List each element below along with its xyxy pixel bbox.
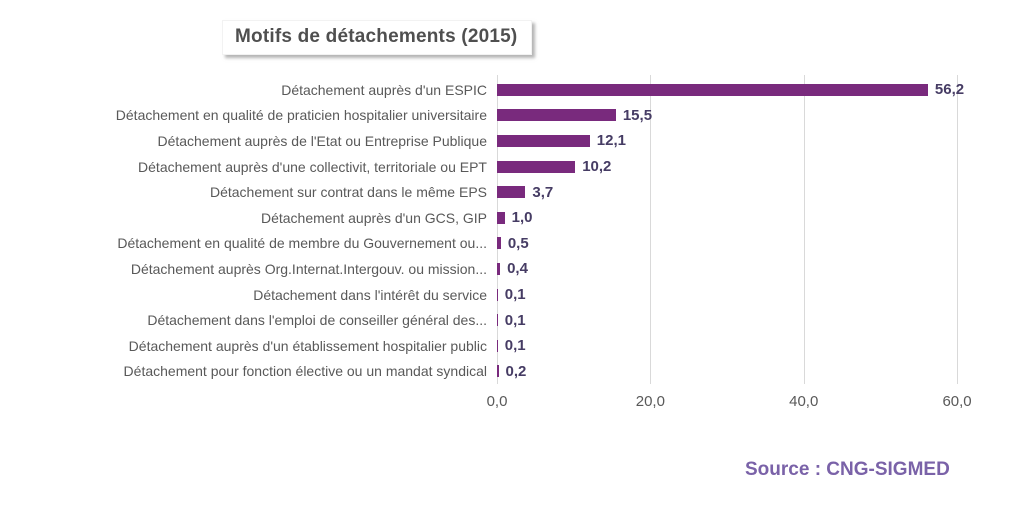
bar-zone: 0,1 <box>497 333 1000 359</box>
bar-row: Détachement pour fonction élective ou un… <box>0 359 1000 385</box>
bar <box>497 288 498 301</box>
bar-zone: 1,0 <box>497 205 1000 231</box>
bar <box>497 109 616 122</box>
bar-row: Détachement auprès de l'Etat ou Entrepri… <box>0 128 1000 154</box>
value-label: 12,1 <box>596 132 626 150</box>
bar-zone: 3,7 <box>497 179 1000 205</box>
bar-row: Détachement sur contrat dans le même EPS… <box>0 179 1000 205</box>
bar <box>497 186 526 199</box>
value-label: 10,2 <box>582 158 612 176</box>
bar-zone: 0,2 <box>497 359 1000 385</box>
value-label: 0,1 <box>504 286 526 304</box>
category-label: Détachement auprès d'un établissement ho… <box>128 337 487 354</box>
bar <box>497 237 501 250</box>
value-label: 1,0 <box>511 209 533 227</box>
bar <box>497 339 498 352</box>
bar-zone: 10,2 <box>497 154 1000 180</box>
category-label: Détachement en qualité de praticien hosp… <box>115 107 487 124</box>
bar-zone: 0,5 <box>497 231 1000 257</box>
bar-rows-container: Détachement auprès d'un ESPIC 56,2 Détache… <box>0 77 1000 384</box>
bar-zone: 56,2 <box>497 77 1000 103</box>
bar <box>497 262 501 275</box>
bar-zone: 12,1 <box>497 128 1000 154</box>
value-label: 15,5 <box>622 106 653 124</box>
category-label: Détachement pour fonction élective ou un… <box>123 363 487 380</box>
x-tick-label: 20,0 <box>635 393 665 410</box>
x-tick-label: 60,0 <box>942 393 972 410</box>
bar-zone: 15,5 <box>497 103 1000 129</box>
x-tick-label: 40,0 <box>789 393 819 410</box>
bar <box>497 211 505 224</box>
value-label: 0,4 <box>507 260 528 278</box>
bar <box>497 365 499 378</box>
value-label: 0,2 <box>505 362 527 380</box>
x-axis: 0,0 20,0 40,0 60,0 <box>487 393 1000 415</box>
category-label: Détachement en qualité de membre du Gouv… <box>117 235 487 252</box>
bar <box>497 134 590 147</box>
bar <box>497 314 498 327</box>
bar-row: Détachement en qualité de praticien hosp… <box>0 103 1000 129</box>
bar <box>497 83 928 96</box>
bar-row: Détachement auprès d'un établissement ho… <box>0 333 1000 359</box>
value-label: 3,7 <box>532 183 554 201</box>
value-label: 56,2 <box>934 81 965 99</box>
bar-zone: 0,1 <box>497 307 1000 333</box>
category-label: Détachement auprès d'un GCS, GIP <box>260 209 487 226</box>
source-caption: Source : CNG-SIGMED <box>745 459 950 480</box>
value-label: 0,1 <box>504 311 526 329</box>
category-label: Détachement dans l'intérêt du service <box>253 286 487 303</box>
bar-row: Détachement dans l'intérêt du service 0,1 <box>0 282 1000 308</box>
bar-row: Détachement en qualité de membre du Gouv… <box>0 231 1000 257</box>
category-label: Détachement auprès d'une collectivit, te… <box>138 158 487 175</box>
category-label: Détachement auprès Org.Internat.Intergou… <box>130 260 487 277</box>
value-label: 0,1 <box>504 337 526 355</box>
bar-row: Détachement auprès d'une collectivit, te… <box>0 154 1000 180</box>
bar-zone: 0,1 <box>497 282 1000 308</box>
bar-row: Détachement dans l'emploi de conseiller … <box>0 307 1000 333</box>
value-label: 0,5 <box>507 234 529 252</box>
category-label: Détachement auprès de l'Etat ou Entrepri… <box>157 132 487 149</box>
category-label: Détachement auprès d'un ESPIC <box>281 81 487 98</box>
bar-row: Détachement auprès Org.Internat.Intergou… <box>0 256 1000 282</box>
chart-title: Motifs de détachements (2015) <box>235 26 518 47</box>
bar-row: Détachement auprès d'un GCS, GIP 1,0 <box>0 205 1000 231</box>
x-tick-label: 0,0 <box>486 393 508 410</box>
bar <box>497 160 576 173</box>
bar-zone: 0,4 <box>497 256 1000 282</box>
bar-row: Détachement auprès d'un ESPIC 56,2 <box>0 77 1000 103</box>
chart-title-box: Motifs de détachements (2015) <box>222 20 533 55</box>
category-label: Détachement dans l'emploi de conseiller … <box>147 312 487 329</box>
category-label: Détachement sur contrat dans le même EPS <box>209 184 487 201</box>
